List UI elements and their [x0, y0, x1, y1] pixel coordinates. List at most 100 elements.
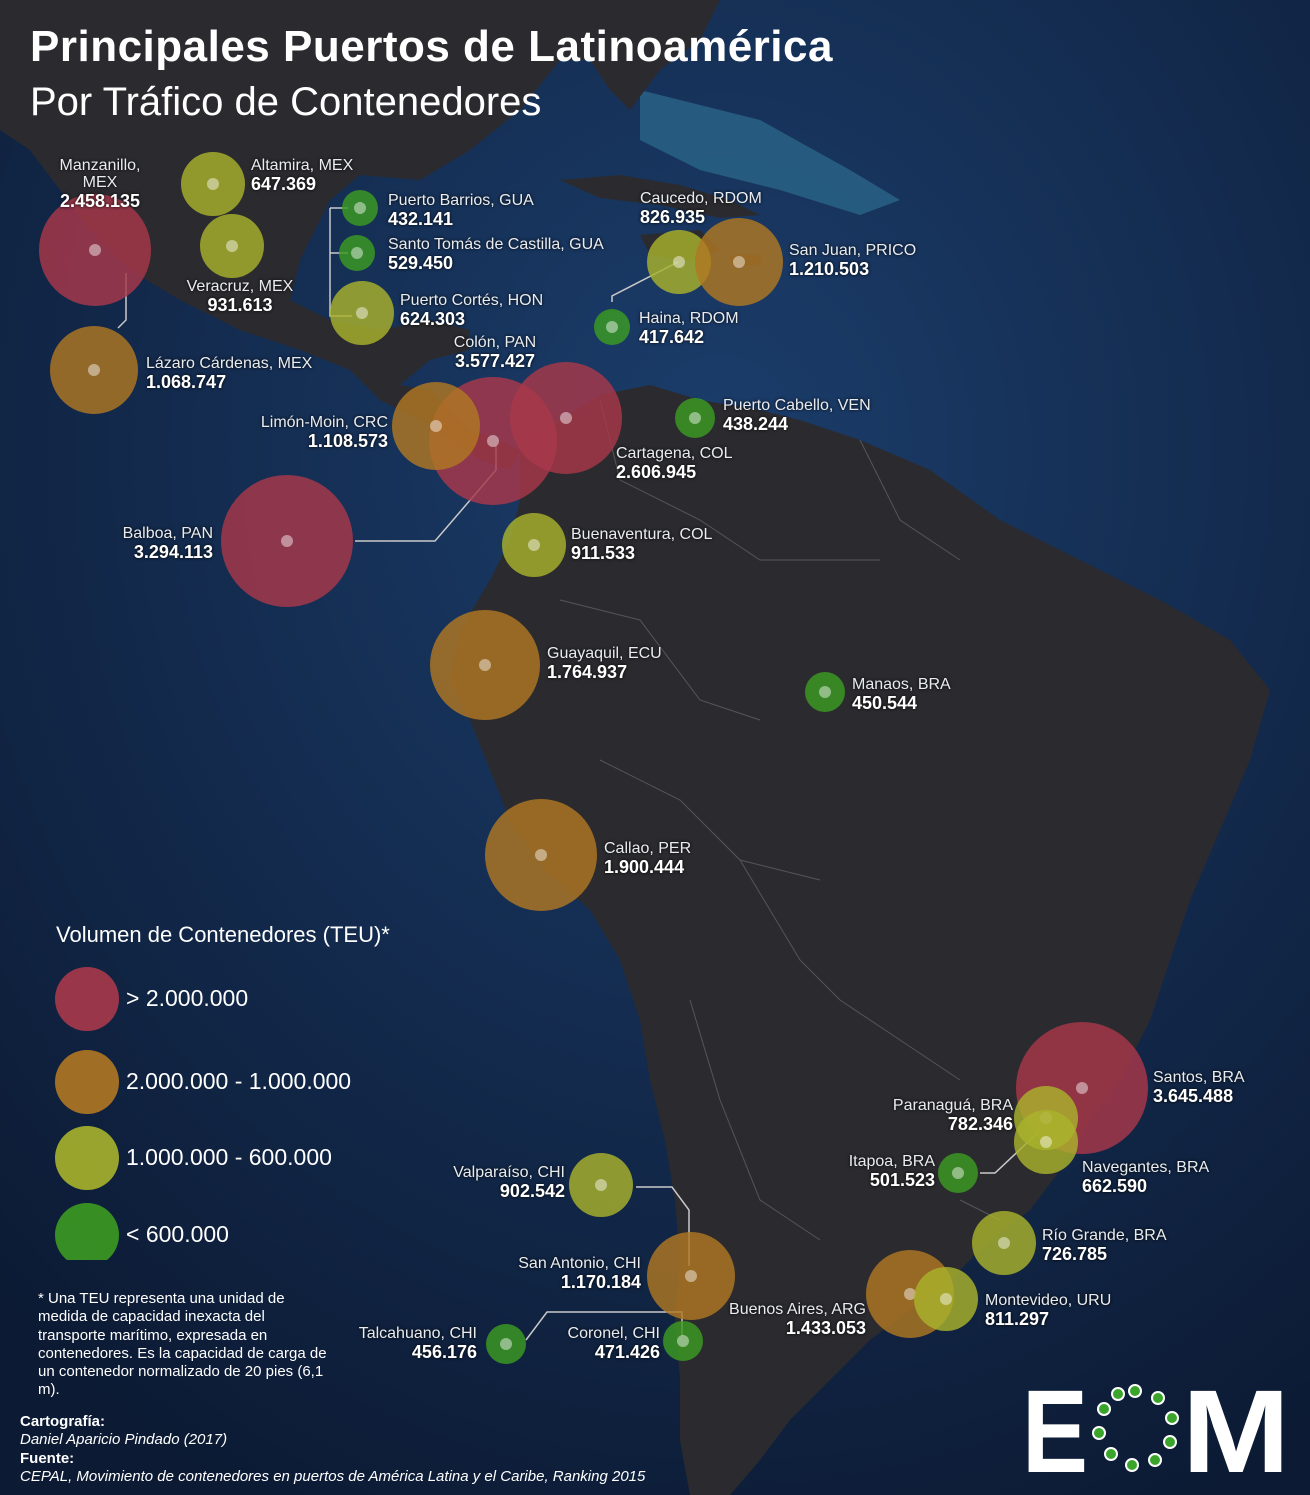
port-location-dot — [904, 1288, 916, 1300]
port-location-dot — [689, 412, 701, 424]
port-bubble — [339, 235, 375, 271]
bahamas-shelf — [640, 90, 900, 215]
port-label-san-antonio: San Antonio, CHI 1.170.184 — [518, 1255, 641, 1292]
legend-label-orange: 2.000.000 - 1.000.000 — [126, 1068, 352, 1094]
legend-swatch-yellow — [55, 1126, 119, 1190]
port-bubble — [569, 1153, 633, 1217]
port-label-callao: Callao, PER 1.900.444 — [604, 840, 692, 877]
port-bubble — [502, 513, 566, 577]
port-location-dot — [952, 1167, 964, 1179]
port-bubble — [392, 382, 480, 470]
port-location-dot — [354, 202, 366, 214]
legend-swatch-orange — [55, 1050, 119, 1114]
port-label-navegantes: Navegantes, BRA 662.590 — [1082, 1159, 1210, 1196]
port-bubble — [50, 326, 138, 414]
port-location-dot — [430, 420, 442, 432]
credits: Cartografía: Daniel Aparicio Pindado (20… — [20, 1413, 645, 1486]
port-bubble — [200, 214, 264, 278]
port-location-dot — [940, 1293, 952, 1305]
port-bubble — [675, 398, 715, 438]
country-borders — [559, 399, 1001, 1241]
florida-land — [560, 0, 720, 110]
port-label-santos: Santos, BRA 3.645.488 — [1153, 1069, 1245, 1106]
port-location-dot — [673, 256, 685, 268]
port-bubble — [430, 610, 540, 720]
port-label-coronel: Coronel, CHI 471.426 — [567, 1325, 660, 1362]
port-label-puerto-cortes: Puerto Cortés, HON 624.303 — [400, 292, 544, 329]
legend-label-yellow: 1.000.000 - 600.000 — [126, 1144, 332, 1170]
port-label-valparaiso: Valparaíso, CHI 902.542 — [453, 1164, 565, 1201]
port-bubble — [938, 1153, 978, 1193]
port-bubble — [695, 218, 783, 306]
port-label-talcahuano: Talcahuano, CHI 456.176 — [358, 1325, 477, 1362]
port-bubble — [486, 1324, 526, 1364]
cuba-land — [560, 175, 760, 218]
eom-logo: E M — [1022, 1378, 1290, 1478]
port-label-cartagena: Cartagena, COL 2.606.945 — [616, 445, 733, 482]
cartography-author: Daniel Aparicio Pindado (2017) — [20, 1431, 228, 1449]
svg-text:E: E — [1022, 1378, 1088, 1478]
port-label-caucedo: Caucedo, RDOM 826.935 — [640, 190, 762, 227]
port-location-dot — [677, 1335, 689, 1347]
port-location-dot — [819, 686, 831, 698]
port-location-dot — [1076, 1082, 1088, 1094]
port-location-dot — [89, 244, 101, 256]
map-subtitle: Por Tráfico de Contenedores — [30, 80, 542, 124]
port-location-dot — [88, 364, 100, 376]
legend-swatch-red — [55, 967, 119, 1031]
port-location-dot — [560, 412, 572, 424]
port-location-dot — [356, 307, 368, 319]
port-location-dot — [595, 1179, 607, 1191]
port-label-balboa: Balboa, PAN 3.294.113 — [122, 525, 213, 562]
port-label-altamira: Altamira, MEX 647.369 — [251, 157, 354, 194]
legend-label-green: < 600.000 — [126, 1221, 229, 1247]
legend-swatches — [55, 967, 119, 1260]
port-label-puerto-barrios: Puerto Barrios, GUA 432.141 — [388, 192, 534, 229]
port-bubble — [647, 1232, 735, 1320]
port-location-dot — [685, 1270, 697, 1282]
cartography-label: Cartografía: — [20, 1413, 106, 1430]
port-label-montevideo: Montevideo, URU 811.297 — [985, 1292, 1112, 1329]
svg-text:M: M — [1182, 1378, 1290, 1478]
port-location-dot — [226, 240, 238, 252]
port-location-dot — [500, 1338, 512, 1350]
port-bubble — [663, 1321, 703, 1361]
logo-o-ring — [1092, 1384, 1179, 1472]
port-label-lazaro-cardenas: Lázaro Cárdenas, MEX 1.068.747 — [146, 355, 313, 392]
port-location-dot — [1040, 1136, 1052, 1148]
legend-label-red: > 2.000.000 — [126, 985, 249, 1011]
port-label-buenaventura: Buenaventura, COL 911.533 — [571, 526, 713, 563]
source-label: Fuente: — [20, 1449, 75, 1467]
port-bubble — [647, 230, 711, 294]
source-text: CEPAL, Movimiento de contenedores en pue… — [20, 1467, 646, 1485]
port-bubble — [330, 281, 394, 345]
port-bubble — [805, 672, 845, 712]
port-label-san-juan: San Juan, PRICO 1.210.503 — [789, 242, 917, 279]
port-location-dot — [479, 659, 491, 671]
port-label-paranagua: Paranaguá, BRA 782.346 — [892, 1097, 1013, 1134]
port-label-buenos-aires: Buenos Aires, ARG 1.433.053 — [729, 1301, 866, 1338]
port-label-veracruz: Veracruz, MEX 931.613 — [186, 278, 294, 315]
port-location-dot — [535, 849, 547, 861]
port-bubble — [39, 194, 151, 306]
port-label-manaos: Manaos, BRA 450.544 — [852, 676, 951, 713]
port-location-dot — [733, 256, 745, 268]
port-label-guayaquil: Guayaquil, ECU 1.764.937 — [547, 645, 662, 682]
port-label-haina: Haina, RDOM 417.642 — [639, 310, 739, 347]
port-label-limon-moin: Limón-Moin, CRC 1.108.573 — [260, 414, 388, 451]
port-bubble — [914, 1267, 978, 1331]
north-america-land — [0, 0, 560, 400]
port-location-dot — [281, 535, 293, 547]
port-label-itapoa: Itapoa, BRA 501.523 — [848, 1153, 935, 1190]
port-label-colon: Colón, PAN 3.577.427 — [453, 334, 537, 371]
port-bubble — [342, 190, 378, 226]
port-bubble — [972, 1211, 1036, 1275]
port-location-dot — [528, 539, 540, 551]
legend-swatch-green — [55, 1203, 119, 1260]
map-title: Principales Puertos de Latinoamérica — [30, 22, 833, 71]
port-location-dot — [351, 247, 363, 259]
port-bubble — [1014, 1110, 1078, 1174]
port-label-manzanillo: Manzanillo, MEX 2.458.135 — [59, 157, 141, 211]
port-location-dot — [207, 178, 219, 190]
